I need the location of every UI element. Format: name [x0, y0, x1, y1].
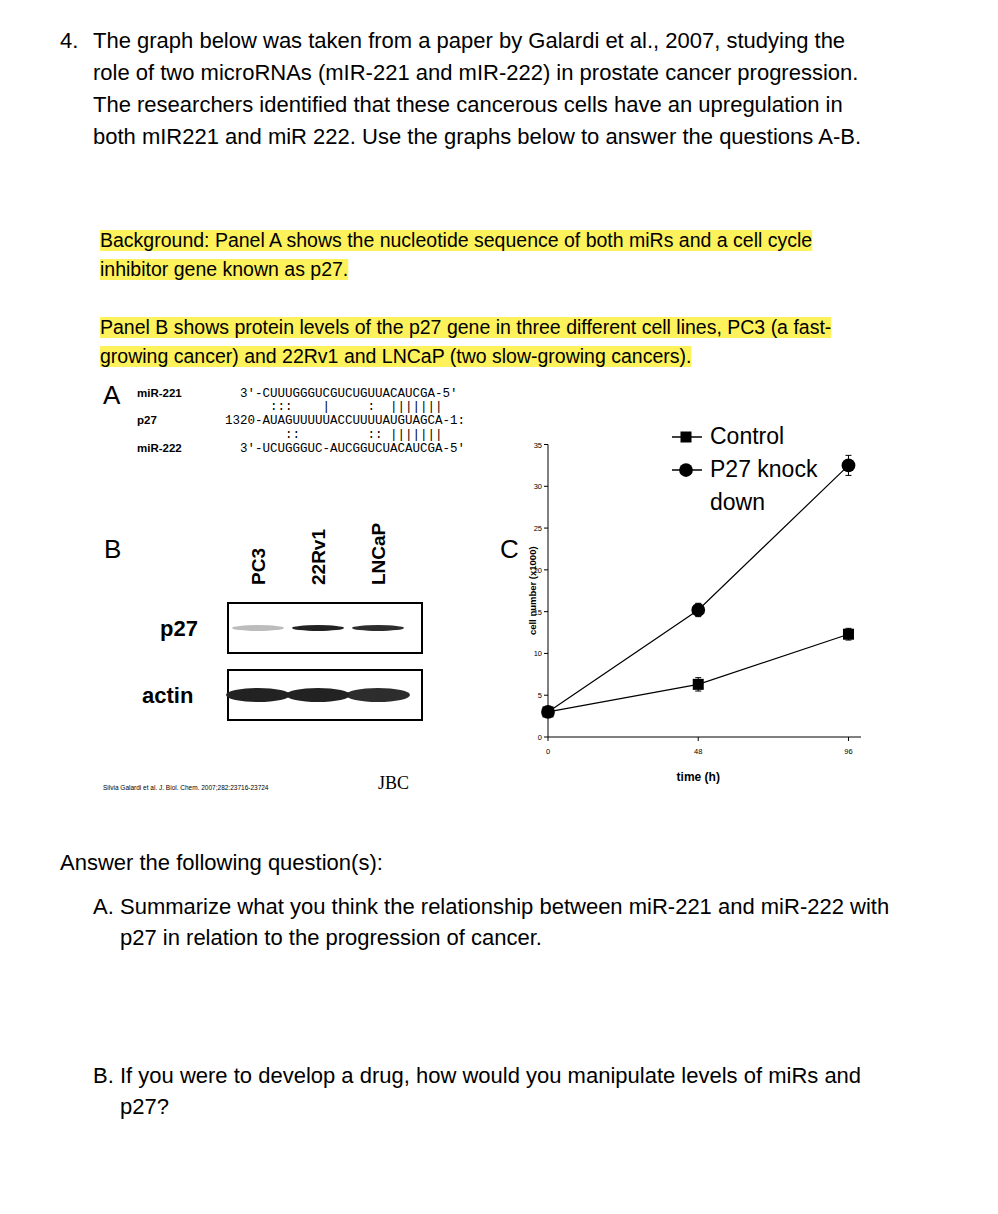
sequence-name: miR-222 [137, 442, 182, 454]
panel-label: C [500, 534, 519, 564]
blot-band [352, 625, 404, 631]
x-axis-label: time (h) [677, 770, 720, 784]
question-line: The graph below was taken from a paper b… [93, 28, 845, 53]
highlight [100, 259, 348, 280]
y-tick [544, 611, 548, 612]
y-tick [544, 569, 548, 570]
cell-line-label: PC3 [248, 548, 269, 585]
y-tick [544, 528, 548, 529]
question-line: both mIR221 and miR 222. Use the graphs … [93, 124, 861, 149]
highlight [100, 317, 831, 338]
y-tick [544, 695, 548, 696]
highlights [100, 230, 831, 367]
series-line [548, 465, 848, 712]
y-axis [548, 445, 549, 738]
legend [672, 432, 702, 477]
question-item-line: If you were to develop a drug, how would… [120, 1063, 861, 1088]
y-tick-label: 10 [534, 649, 542, 658]
base-pairing: ::: | : ||||||| [240, 400, 443, 414]
blot-row-label: actin [142, 683, 193, 708]
axes: 0510152025303504896 [534, 441, 861, 757]
questions-heading: Answer the following question(s): [60, 850, 383, 875]
highlighted-line: inhibitor gene known as p27. [100, 258, 348, 280]
x-axis [548, 737, 861, 738]
blot-band [286, 688, 350, 702]
blot-row-label: p27 [160, 616, 198, 641]
highlight [100, 346, 691, 367]
marker-circle [679, 463, 693, 477]
y-tick-label: 30 [534, 482, 542, 491]
error-cap [845, 455, 851, 456]
y-tick [544, 737, 548, 738]
marker-circle [541, 705, 555, 719]
journal-logo: JBC [378, 773, 409, 793]
page-canvas: 4. The graph below was taken from a paper… [0, 0, 998, 1214]
y-tick [544, 653, 548, 654]
question-number: 4. [60, 28, 78, 53]
legend-label: P27 knock down [710, 453, 828, 519]
blot-band [346, 688, 410, 702]
sequence: 1320-AUAGUUUUUACCUUUUAUGUAGCA-1: [225, 414, 465, 428]
highlighted-line: Panel B shows protein levels of the p27 … [100, 316, 831, 338]
legend-label: Control [710, 420, 828, 453]
plot-area [541, 455, 855, 718]
x-tick-label: 0 [546, 747, 550, 756]
error-cap [845, 475, 851, 476]
question-label: B. [93, 1063, 114, 1088]
marker-square [843, 629, 854, 640]
base-pairing: :: :: ||||||| [240, 428, 443, 442]
y-tick [544, 444, 548, 445]
question-label: A. [93, 894, 114, 919]
highlighted-line: growing cancer) and 22Rv1 and LNCaP (two… [100, 345, 691, 367]
sequence-name: miR-221 [137, 387, 182, 399]
cell-line-label: LNCaP [368, 522, 389, 585]
marker-circle [691, 603, 705, 617]
citation: Silvia Galardi et al. J. Biol. Chem. 200… [103, 784, 269, 791]
blot-band [226, 688, 290, 702]
x-tick [698, 737, 699, 741]
error-cap [695, 691, 701, 692]
y-axis-label: cell number (x1000) [527, 546, 538, 635]
cell-line-label: 22Rv1 [308, 529, 329, 585]
panel-label: A [103, 380, 121, 410]
x-tick [848, 737, 849, 741]
panel-label: B [104, 534, 121, 564]
question-line: role of two microRNAs (mIR-221 and mIR-2… [93, 60, 858, 85]
series-line [548, 634, 848, 712]
marker-circle [842, 459, 856, 473]
question-item-line: Summarize what you think the relationshi… [120, 894, 889, 919]
x-tick-label: 48 [694, 747, 702, 756]
y-tick [544, 486, 548, 487]
marker-square [693, 679, 704, 690]
blot-frame [228, 603, 422, 653]
highlighted-line: Background: Panel A shows the nucleotide… [100, 229, 812, 251]
x-tick-label: 96 [844, 747, 852, 756]
page: {"question": {"number": "4.", "lines": [… [0, 0, 998, 1214]
blot-band [292, 625, 344, 631]
y-tick-label: 5 [538, 691, 542, 700]
marker-square [681, 432, 692, 443]
error-cap [695, 677, 701, 678]
y-tick-label: 35 [534, 441, 542, 450]
sequence: 3'-UCUGGGUC-AUCGGUCUACAUCGA-5' [240, 442, 465, 456]
blot-band [232, 625, 284, 631]
y-tick-label: 0 [538, 733, 542, 742]
highlight [100, 230, 812, 251]
y-tick-label: 25 [534, 524, 542, 533]
sequence: 3'-CUUUGGGUCGUCUGUUACAUCGA-5' [240, 387, 458, 401]
error-cap [845, 628, 851, 629]
question-item-line: p27? [120, 1094, 169, 1119]
x-tick [548, 737, 549, 741]
question-line: The researchers identified that these ca… [93, 92, 843, 117]
question-item-line: p27 in relation to the progression of ca… [120, 925, 542, 950]
sequence-name: p27 [137, 414, 157, 426]
